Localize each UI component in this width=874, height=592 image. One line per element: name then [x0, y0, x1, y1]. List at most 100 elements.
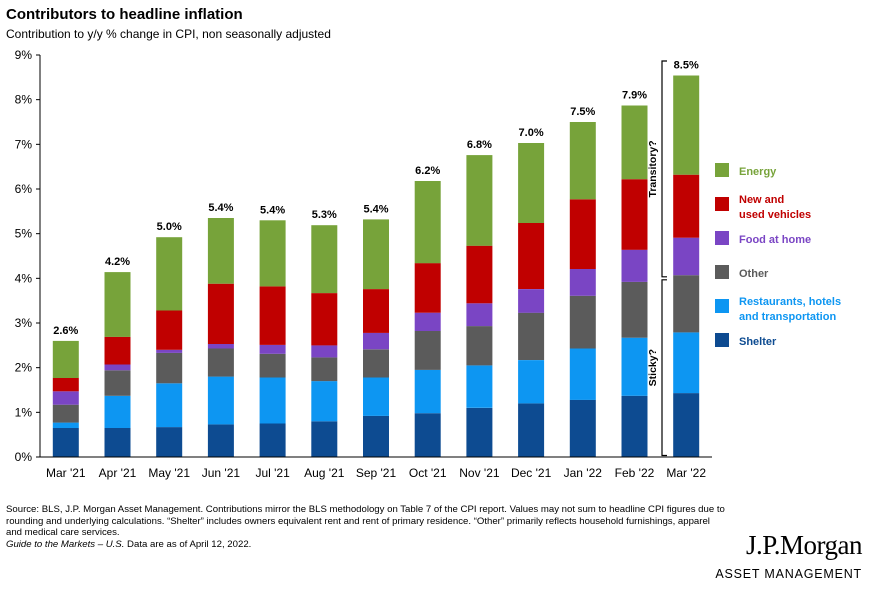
bar-segment: [621, 395, 648, 457]
bar-segment: [518, 289, 545, 313]
stacked-bar-chart: 2.6% 4.2% 5.0% 5.4% 5.4% 5.3% 5.4% 6.2% 6.8% 7.0%…: [15, 48, 841, 480]
bar-segment: [363, 415, 389, 457]
bracket-line: [661, 279, 667, 457]
bar-total-label: 4.2%: [105, 256, 130, 268]
bar-segment: [518, 312, 545, 360]
bar-segment: [311, 381, 338, 422]
bar-segment: [673, 275, 700, 333]
bar-segment: [52, 404, 79, 423]
x-tick-label: Oct '21: [409, 466, 447, 480]
legend-label: Food at home: [739, 234, 811, 246]
y-tick-label: 0%: [15, 450, 33, 464]
legend-label: Restaurants, hotels and transportation: [739, 296, 841, 323]
x-tick-label: Dec '21: [511, 466, 552, 480]
bar-segment: [259, 423, 286, 457]
bracket-label: Sticky?: [647, 349, 659, 386]
bar-segment: [104, 370, 131, 396]
bar-segment: [207, 218, 234, 284]
bar-total-label: 7.5%: [570, 106, 595, 118]
bar-segment: [156, 352, 183, 384]
bar-total-label: 5.0%: [157, 221, 182, 233]
bar-segment: [207, 424, 234, 457]
bracket-line: [661, 60, 667, 278]
y-tick-label: 1%: [15, 405, 33, 419]
bar-total-label: 6.2%: [415, 165, 440, 177]
bar-segment: [156, 349, 183, 353]
bar-segment: [363, 219, 389, 290]
bar-segment: [466, 303, 493, 327]
y-tick-label: 6%: [15, 182, 33, 196]
bar-segment: [259, 353, 286, 378]
y-tick-label: 4%: [15, 271, 33, 285]
bar-segment: [569, 295, 596, 349]
bar-segment: [207, 348, 234, 377]
footnote: Source: BLS, J.P. Morgan Asset Managemen…: [6, 504, 726, 550]
bar-segment: [673, 174, 700, 238]
bar-segment: [466, 365, 493, 408]
bar-total-label: 2.6%: [53, 325, 78, 337]
bar-segment: [259, 286, 286, 345]
bar-segment: [207, 283, 234, 344]
jpmorgan-logo: J.P.Morgan: [745, 530, 863, 560]
bar-segment: [466, 407, 493, 457]
bar-segment: [311, 345, 338, 358]
legend-swatch: [715, 163, 729, 177]
brackets-layer: Transitory? Sticky?: [647, 60, 667, 457]
x-tick-label: Nov '21: [459, 466, 500, 480]
bar-segment: [621, 105, 648, 180]
bar-segment: [518, 360, 545, 404]
bar-segment: [673, 332, 700, 394]
x-tick-label: Apr '21: [99, 466, 137, 480]
x-tick-label: Mar '22: [666, 466, 706, 480]
bar-segment: [466, 155, 493, 246]
bar-segment: [569, 348, 596, 400]
bar-total-label: 6.8%: [467, 139, 492, 151]
legend-swatch: [715, 197, 729, 211]
legend: Energy New and used vehicles Food at home Ot…: [715, 163, 841, 348]
bar-segment: [311, 357, 338, 382]
bar-segment: [673, 75, 700, 175]
y-tick-label: 7%: [15, 137, 33, 151]
bar-segment: [104, 272, 131, 337]
legend-swatch: [715, 231, 729, 245]
bar-segment: [518, 403, 545, 457]
bar-segment: [52, 391, 79, 405]
bar-segment: [156, 310, 183, 350]
bar-segment: [207, 344, 234, 349]
bar-total-label: 8.5%: [674, 60, 699, 72]
bar-segment: [569, 269, 596, 296]
legend-label: Other: [739, 268, 769, 280]
bar-segment: [363, 349, 389, 378]
bar-segment: [673, 237, 700, 276]
bar-segment: [156, 427, 183, 457]
bar-segment: [569, 199, 596, 269]
chart-title: Contributors to headline inflation: [6, 6, 243, 23]
asset-management-label: ASSET MANAGEMENT: [715, 567, 862, 581]
bar-segment: [363, 289, 389, 333]
bracket-label: Transitory?: [647, 140, 659, 197]
bar-segment: [259, 344, 286, 354]
bar-segment: [569, 399, 596, 457]
bar-total-label: 7.9%: [622, 90, 647, 102]
bar-segment: [259, 220, 286, 287]
chart-subtitle: Contribution to y/y % change in CPI, non…: [6, 27, 331, 41]
x-tick-label: May '21: [148, 466, 190, 480]
footnote-as-of: Guide to the Markets – U.S. Data are as …: [6, 539, 726, 551]
x-tick-label: Jul '21: [255, 466, 290, 480]
bar-total-label: 5.4%: [363, 203, 388, 215]
bar-segment: [311, 293, 338, 346]
bar-segment: [52, 428, 79, 457]
bar-segment: [52, 422, 79, 428]
bar-segment: [569, 122, 596, 200]
bars-layer: 2.6% 4.2% 5.0% 5.4% 5.4% 5.3% 5.4% 6.2% 6.8% 7.0%…: [52, 60, 700, 457]
legend-label: Energy: [739, 166, 777, 178]
bar-segment: [104, 428, 131, 457]
y-tick-label: 9%: [15, 48, 33, 62]
bar-segment: [621, 281, 648, 338]
bar-segment: [156, 237, 183, 311]
bar-segment: [207, 376, 234, 425]
bar-segment: [104, 336, 131, 365]
footnote-source: Source: BLS, J.P. Morgan Asset Managemen…: [6, 504, 725, 539]
bar-segment: [414, 263, 441, 313]
bar-segment: [621, 179, 648, 250]
